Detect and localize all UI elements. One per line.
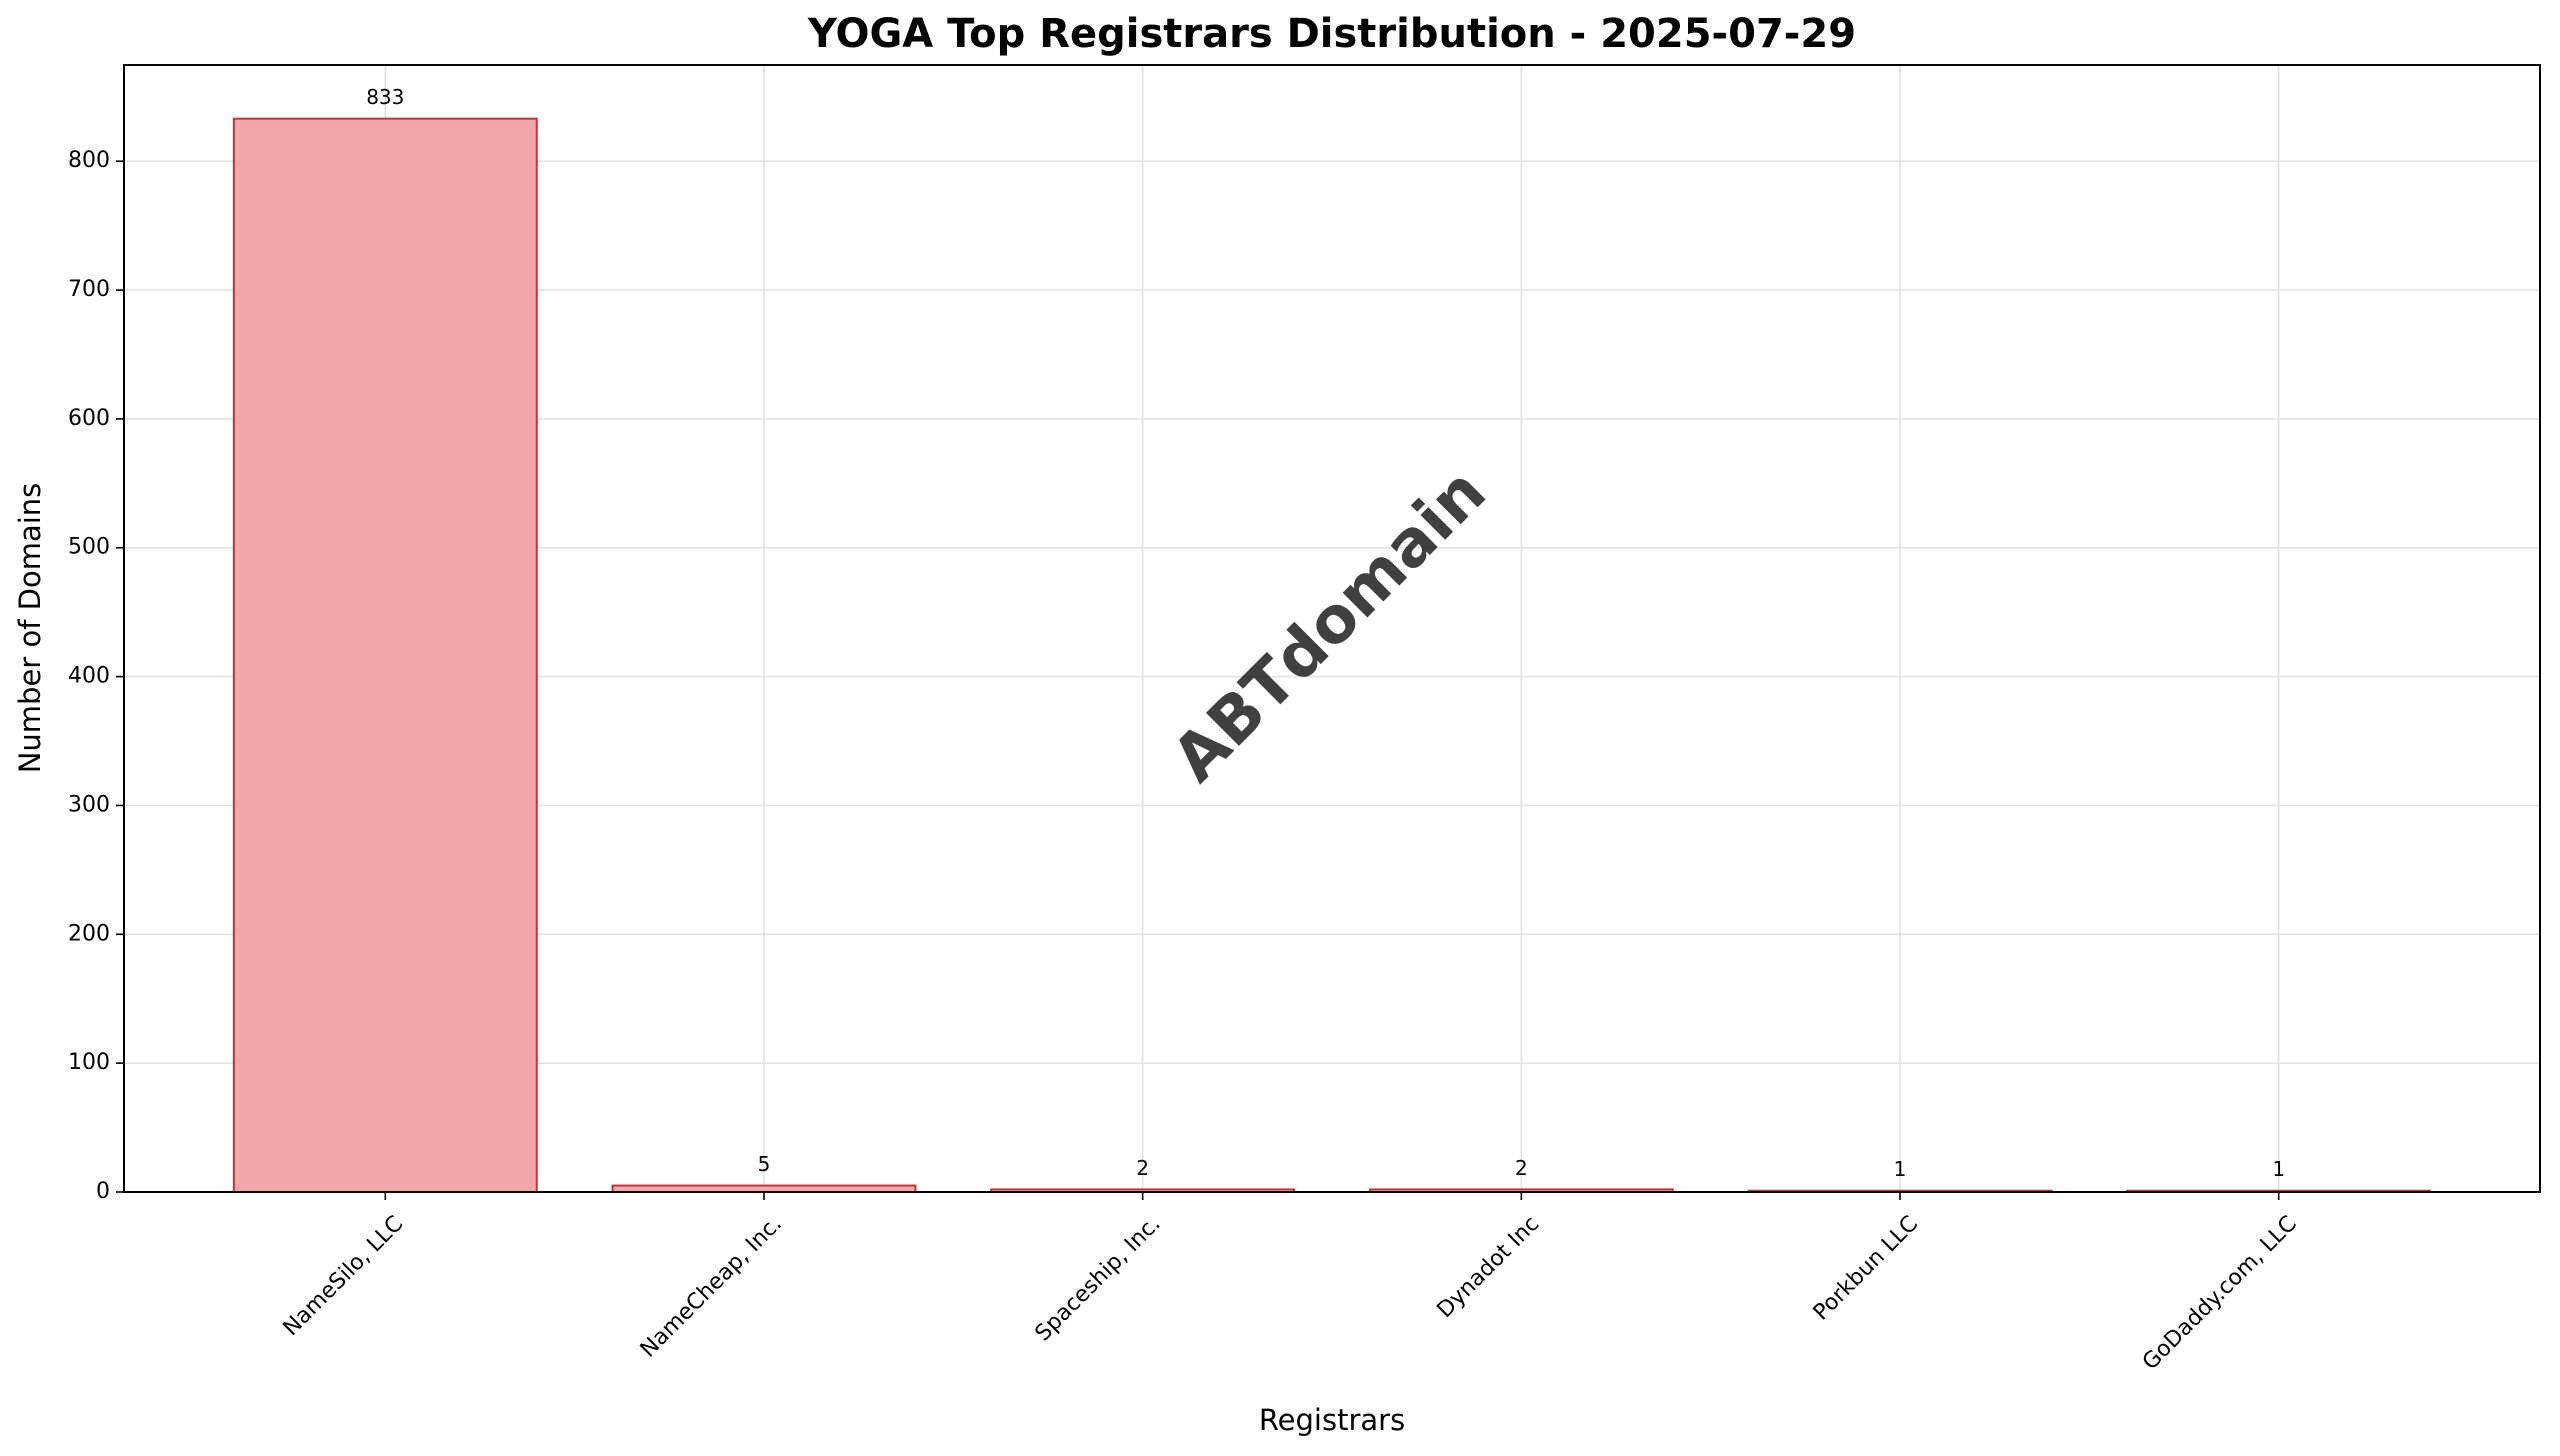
y-tick-label: 0 — [96, 1179, 110, 1204]
y-tick-label: 600 — [68, 406, 110, 431]
value-label: 1 — [2272, 1157, 2285, 1181]
value-label: 833 — [366, 85, 404, 109]
y-tick-label: 700 — [68, 277, 110, 302]
value-label: 2 — [1515, 1156, 1528, 1180]
chart-title: YOGA Top Registrars Distribution - 2025-… — [807, 11, 1856, 57]
y-axis-label: Number of Domains — [13, 483, 47, 774]
y-tick-label: 400 — [68, 664, 110, 689]
y-tick-label: 300 — [68, 792, 110, 817]
y-tick-label: 800 — [68, 148, 110, 173]
value-label: 5 — [758, 1152, 771, 1176]
plot-frame — [123, 64, 2541, 1193]
y-tick-label: 100 — [68, 1050, 110, 1075]
value-label: 1 — [1894, 1157, 1907, 1181]
y-tick-label: 500 — [68, 535, 110, 560]
value-label: 2 — [1136, 1156, 1149, 1180]
x-axis-label: Registrars — [1259, 1403, 1405, 1437]
y-tick-label: 200 — [68, 921, 110, 946]
bar — [232, 117, 538, 1194]
